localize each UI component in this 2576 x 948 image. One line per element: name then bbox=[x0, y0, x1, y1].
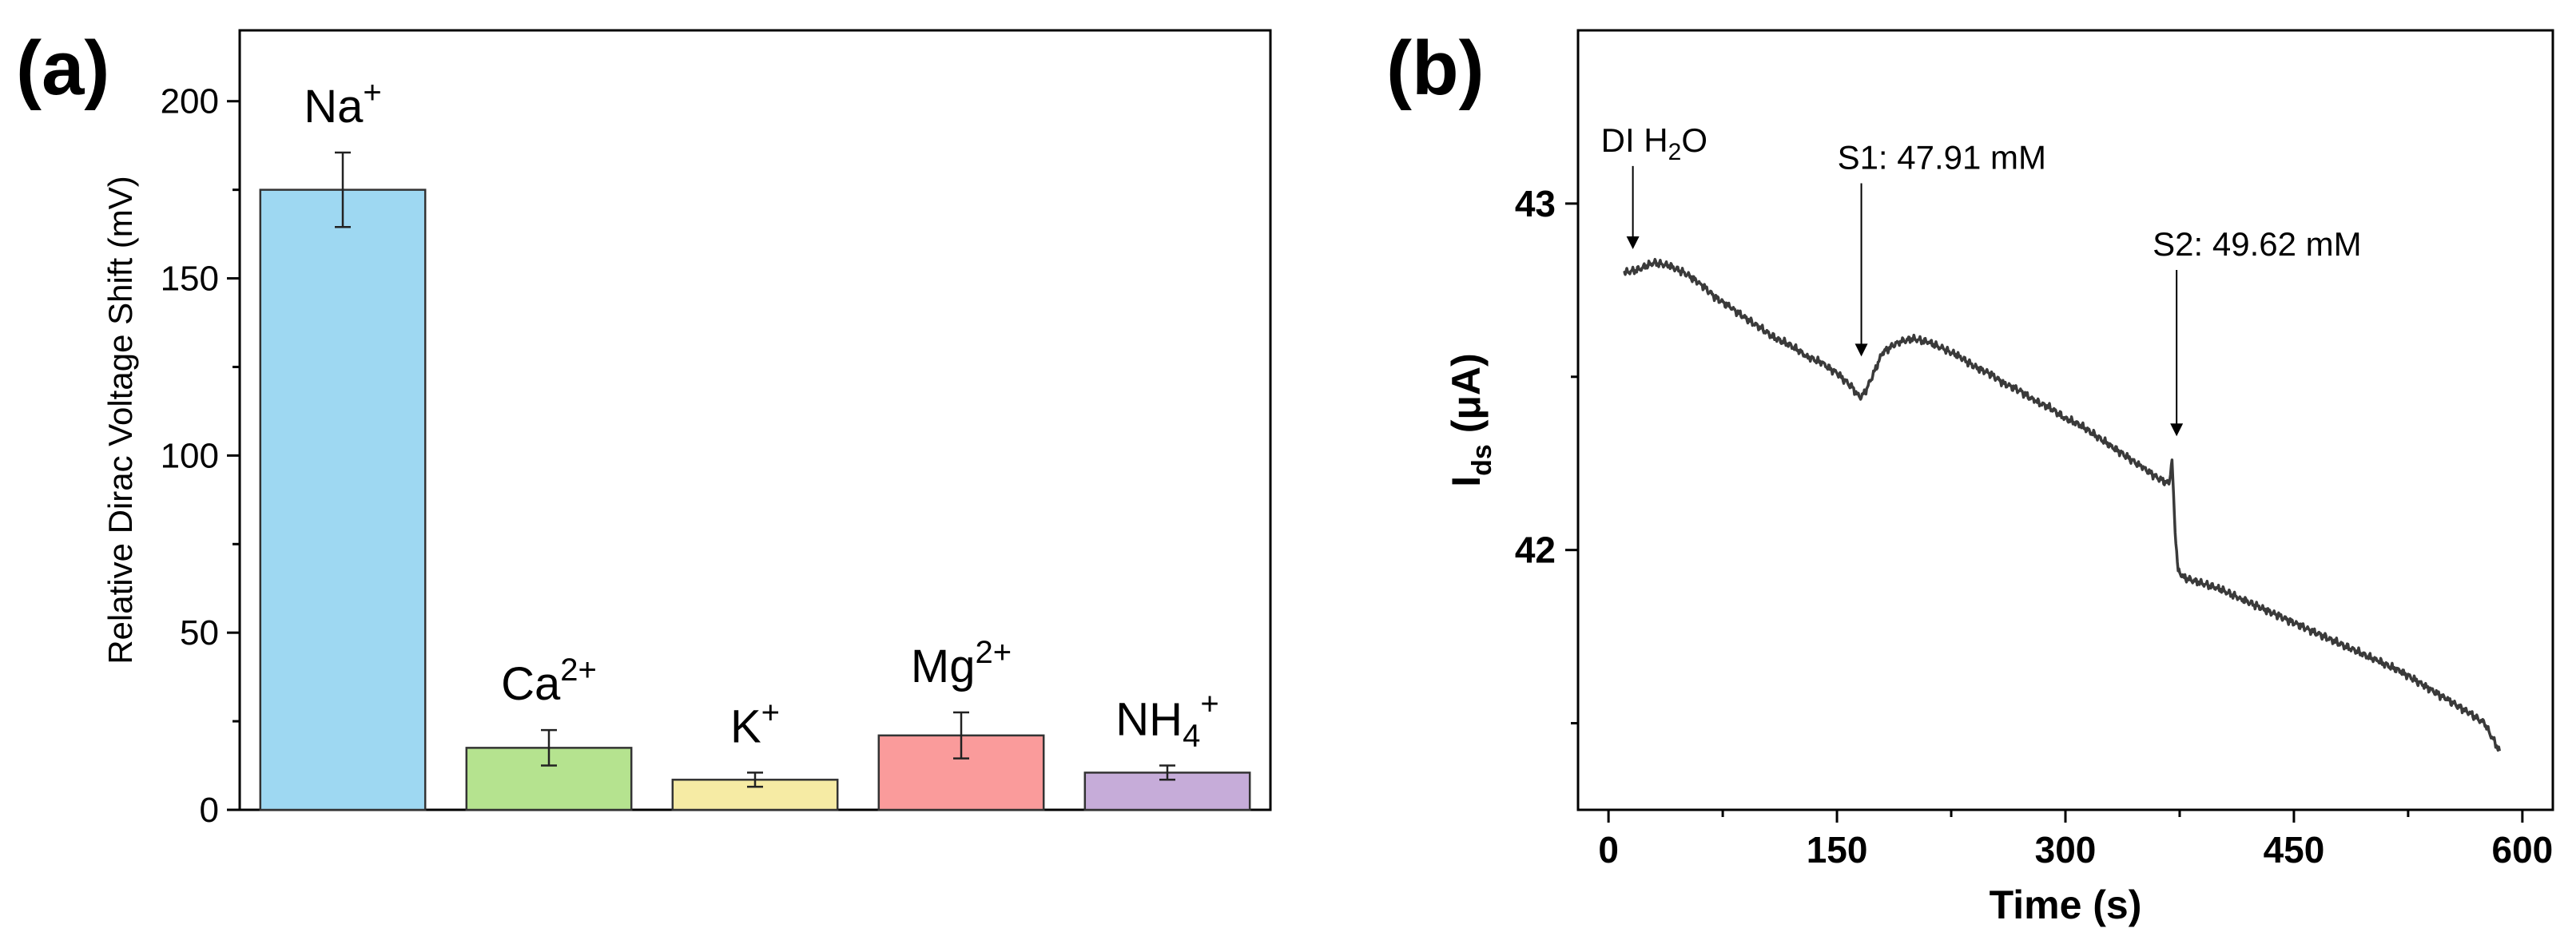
y-tick-label: 42 bbox=[1515, 530, 1556, 571]
panel-a-label: (a) bbox=[16, 26, 109, 111]
annotation: S2: 49.62 mM bbox=[2153, 225, 2362, 437]
x-tick-label: 300 bbox=[2035, 829, 2097, 871]
arrow-head bbox=[2170, 423, 2184, 437]
annotation-label: S1: 47.91 mM bbox=[1838, 139, 2046, 177]
bar-label: Mg2+ bbox=[911, 635, 1012, 692]
y-axis-a: 0 50 100 150 200 bbox=[161, 82, 240, 830]
bar-label: K+ bbox=[730, 695, 780, 752]
bar-label: Ca2+ bbox=[501, 652, 597, 710]
y-tick-label: 0 bbox=[200, 791, 219, 830]
bar-label: Na+ bbox=[304, 75, 382, 133]
x-tick-label: 0 bbox=[1598, 829, 1619, 871]
plot-frame-b bbox=[1576, 29, 2554, 811]
bar-group: NH4+ bbox=[1083, 687, 1251, 811]
panel-b-label: (b) bbox=[1386, 26, 1485, 111]
arrow-head bbox=[1626, 236, 1640, 249]
annotations: DI H2O S1: 47.91 mM S2: 49.62 mM bbox=[1601, 121, 2362, 437]
arrow-head bbox=[1854, 343, 1868, 357]
bar-group: Na+ bbox=[259, 75, 427, 811]
x-tick-label: 600 bbox=[2492, 829, 2554, 871]
bar-group: Mg2+ bbox=[877, 635, 1045, 811]
series bbox=[1623, 257, 2502, 752]
x-tick-label: 150 bbox=[1807, 829, 1868, 871]
bars: Na+ Ca2+ K+ Mg2+ NH4+ bbox=[259, 75, 1251, 811]
x-tick-label: 450 bbox=[2264, 829, 2325, 871]
y-axis-title-a: Relative Dirac Voltage Shift (mV) bbox=[101, 176, 139, 664]
bar-label: NH4+ bbox=[1115, 687, 1218, 754]
y-axis-title-b: Ids (μA) bbox=[1444, 353, 1497, 487]
series-line bbox=[1623, 257, 2502, 752]
x-axis-title-b: Time (s) bbox=[1990, 883, 2142, 927]
y-axis-title-unit: (μA) bbox=[1444, 353, 1489, 444]
y-axis-title-base: I bbox=[1444, 476, 1489, 487]
axes-b: 0 150 300 450 600 42 43 bbox=[1515, 183, 2553, 871]
bar-group: K+ bbox=[671, 695, 839, 811]
y-tick-label: 150 bbox=[161, 260, 219, 299]
bar-chart-panel: (a) 0 50 100 150 200 Relative Dirac Voltage … bbox=[16, 26, 1272, 830]
annotation-label: DI H2O bbox=[1601, 121, 1707, 165]
y-axis-title-sub: ds bbox=[1467, 444, 1497, 476]
y-tick-label: 100 bbox=[161, 436, 219, 475]
y-tick-label: 43 bbox=[1515, 183, 1556, 224]
bar bbox=[259, 188, 427, 811]
bar-group: Ca2+ bbox=[465, 652, 633, 811]
y-tick-label: 50 bbox=[180, 613, 219, 652]
y-tick-label: 200 bbox=[161, 82, 219, 121]
annotation-label: S2: 49.62 mM bbox=[2153, 225, 2361, 263]
annotation: DI H2O bbox=[1601, 121, 1707, 249]
annotation: S1: 47.91 mM bbox=[1838, 139, 2046, 357]
